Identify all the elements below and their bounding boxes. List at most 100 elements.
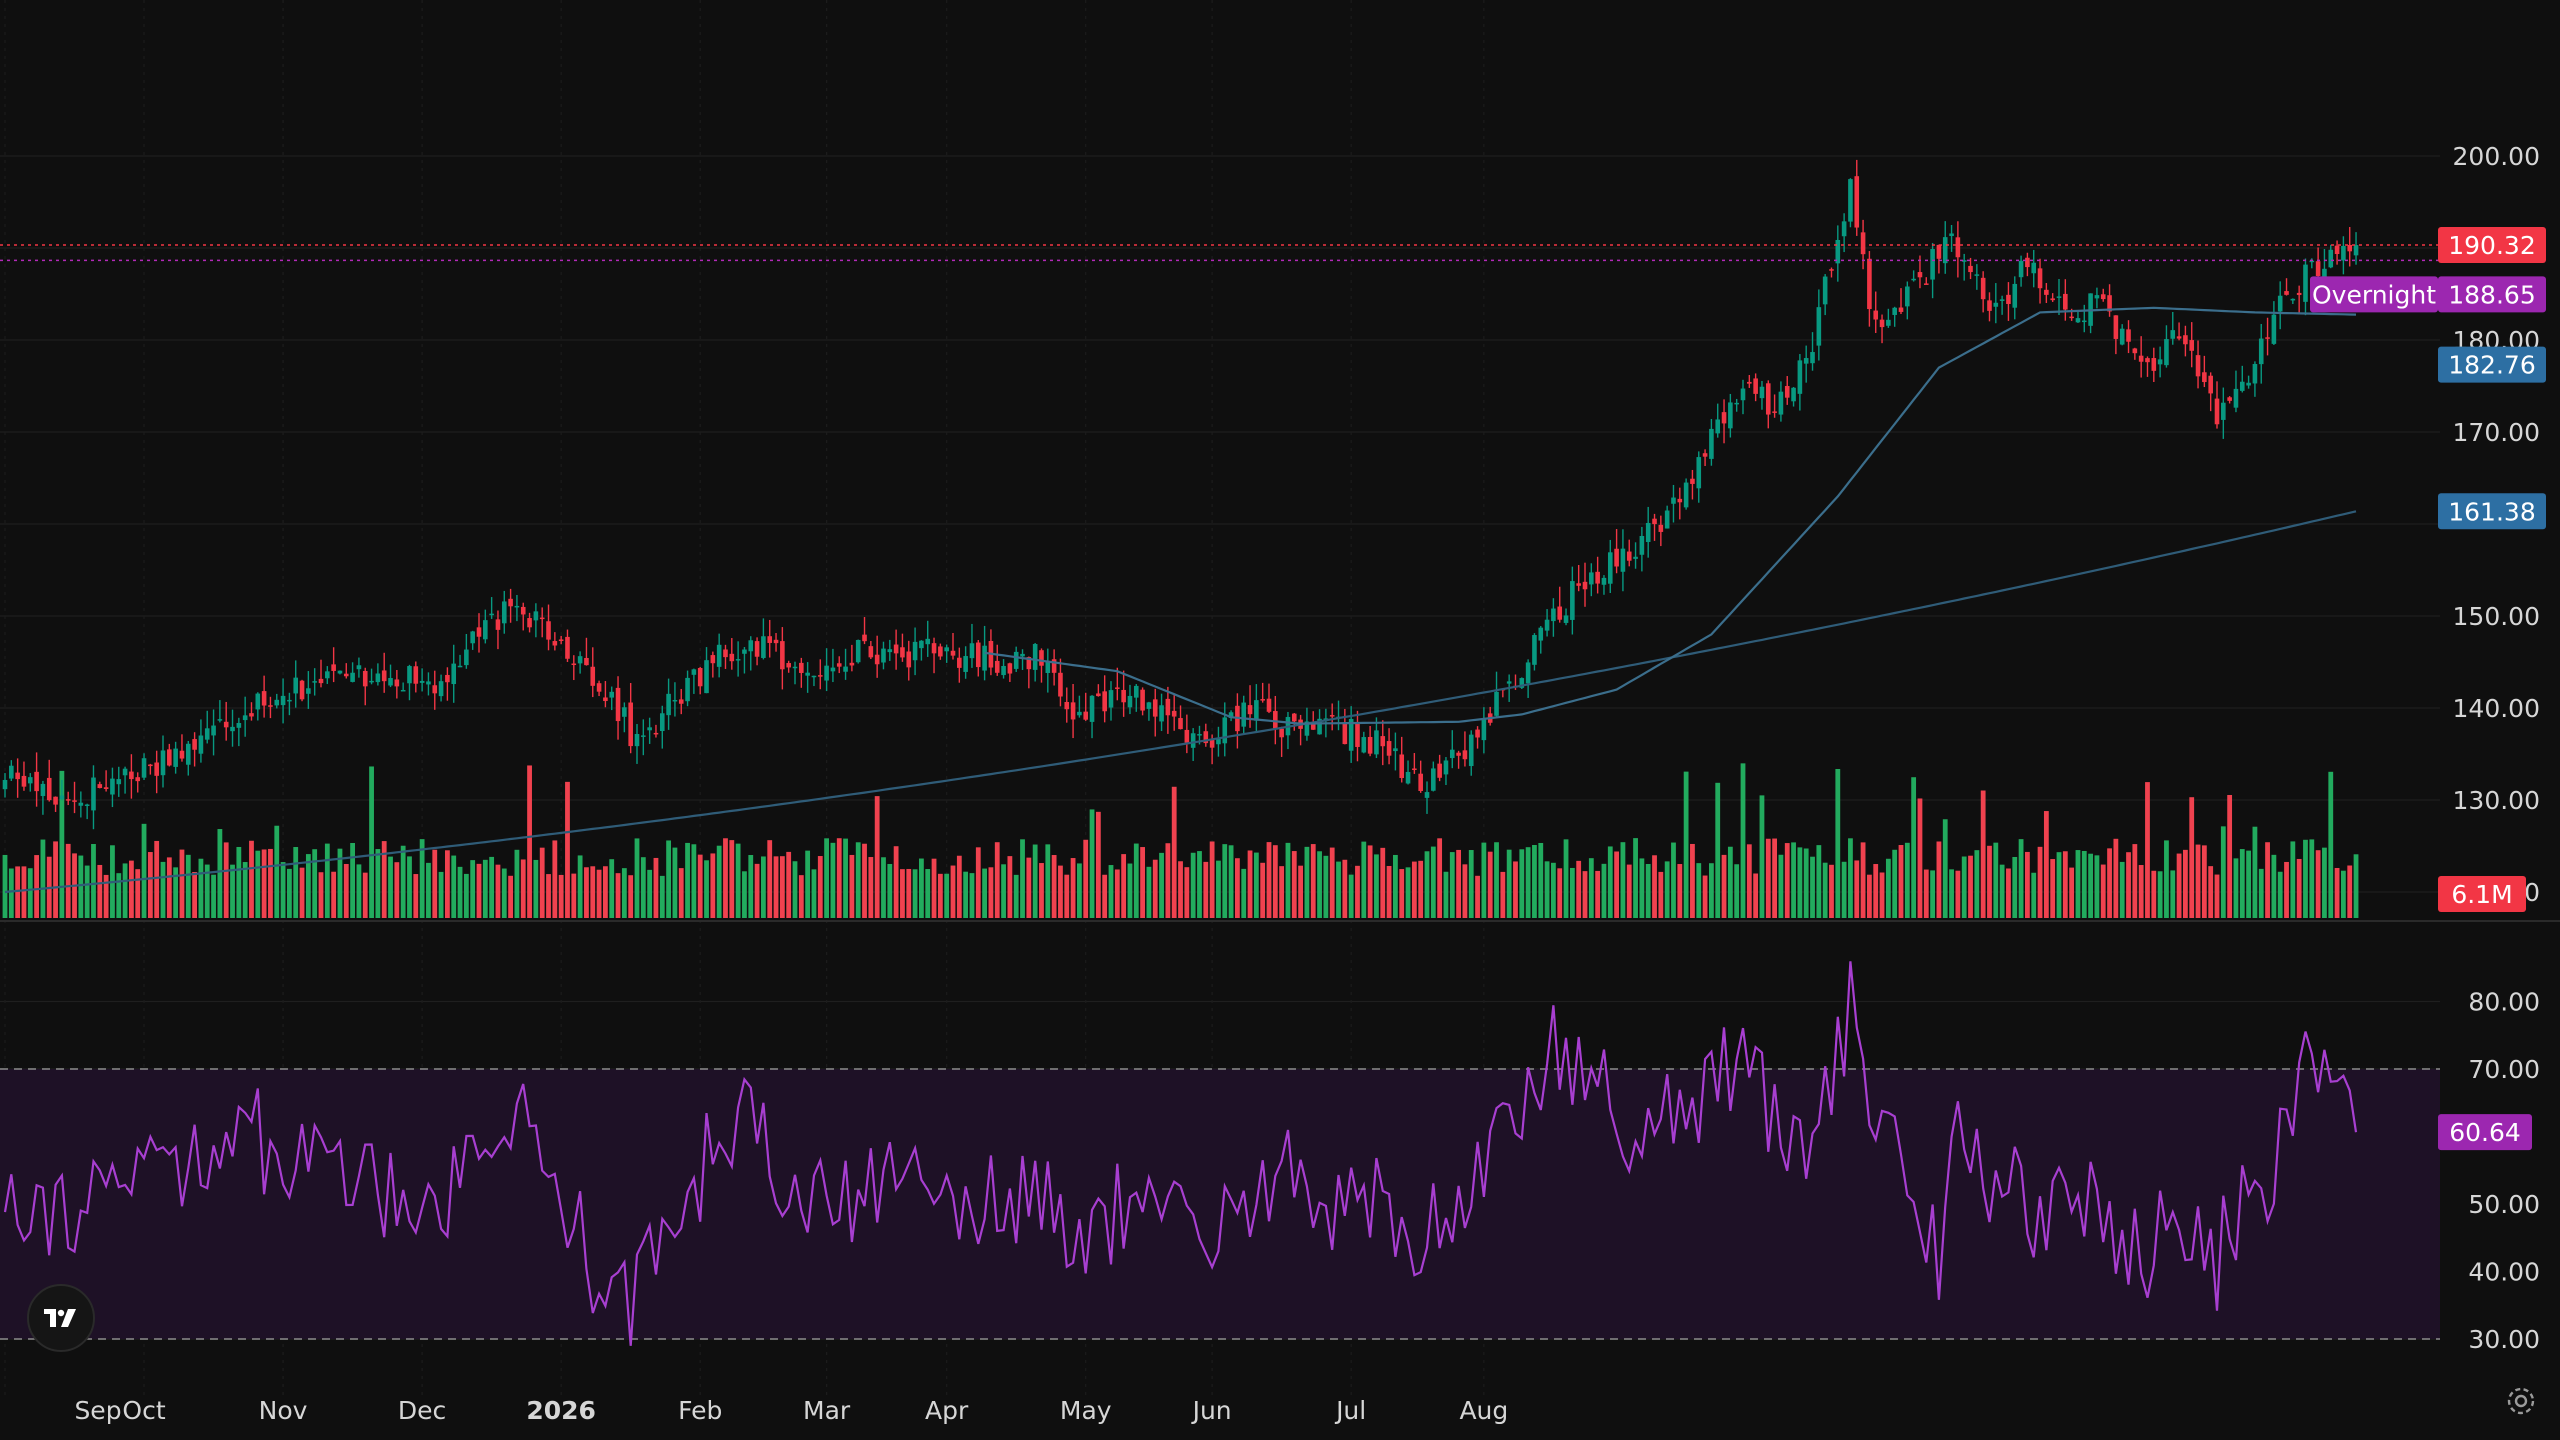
candle-body [641, 735, 646, 737]
candle-body [615, 687, 621, 722]
candle-body [1999, 299, 2005, 301]
candle-body [1721, 412, 1727, 424]
candle-body [1968, 265, 1973, 273]
price-tick-label: 150.00 [2453, 602, 2540, 631]
candle-body [15, 772, 20, 780]
candle-body [1879, 319, 1885, 328]
candle-body [849, 662, 855, 666]
candle-body [110, 778, 115, 795]
candle-body [1652, 518, 1657, 525]
volume-bar [1355, 865, 1360, 918]
candle-body [868, 646, 874, 658]
volume-bar [375, 849, 381, 918]
rsi-tick-label: 40.00 [2468, 1258, 2540, 1287]
volume-bar [2050, 859, 2056, 918]
candle-body [1923, 283, 1929, 285]
candle-body [1424, 792, 1430, 798]
candle-body [179, 750, 185, 759]
candle-body [2202, 372, 2207, 383]
candle-body [464, 649, 469, 666]
candle-body [1987, 300, 1992, 311]
volume-bar [34, 855, 39, 918]
candle-body [325, 671, 330, 679]
volume-bar [242, 862, 248, 918]
volume-bar [65, 843, 71, 918]
volume-bar [1336, 861, 1341, 918]
volume-bar [1841, 861, 1847, 918]
candle-body [2037, 268, 2043, 289]
candle-body [1254, 700, 1259, 721]
volume-bar [495, 864, 501, 918]
candle-body [773, 639, 779, 644]
time-tick-label: 2026 [526, 1396, 596, 1425]
volume-bar [963, 871, 969, 918]
volume-bar [1001, 864, 1006, 918]
candle-body [767, 636, 773, 643]
volume-bar [874, 796, 880, 918]
candle-body [2056, 296, 2062, 298]
candle-body [249, 713, 254, 717]
volume-bar [1898, 845, 1904, 918]
candle-body [97, 784, 103, 789]
candle-body [27, 777, 33, 784]
volume-bar [78, 855, 84, 918]
candle-body [685, 677, 690, 702]
candle-body [1266, 698, 1272, 712]
volume-bar [2334, 867, 2340, 918]
volume-bar [2037, 846, 2043, 918]
candle-body [476, 627, 482, 637]
volume-bar [1083, 839, 1089, 918]
volume-bar [2214, 874, 2220, 918]
candle-body [268, 705, 273, 707]
candle-body [647, 727, 652, 731]
volume-bar [407, 856, 412, 918]
rsi-tick-label: 50.00 [2468, 1190, 2540, 1219]
volume-bar [312, 849, 318, 918]
candle-body [1096, 693, 1101, 697]
tradingview-logo-icon[interactable] [27, 1284, 95, 1352]
candle-body [438, 681, 444, 697]
candle-body [761, 636, 766, 658]
volume-bar [1601, 863, 1607, 918]
volume-bar [1197, 851, 1202, 918]
candle-body [1247, 705, 1253, 715]
candle-body [1671, 497, 1676, 504]
candle-body [1905, 286, 1910, 307]
volume-bar [1904, 842, 1910, 918]
candle-body [1133, 685, 1139, 698]
volume-bar [742, 871, 747, 918]
volume-bar [1095, 811, 1101, 918]
volume-bar [1854, 860, 1860, 918]
volume-bar [2176, 853, 2182, 918]
volume-bar [2069, 867, 2075, 918]
volume-bar [1848, 838, 1853, 918]
volume-bar [1424, 851, 1430, 918]
volume-bar [1626, 864, 1632, 918]
volume-bar [1999, 864, 2005, 918]
volume-bar [729, 840, 735, 918]
volume-bar [1917, 798, 1923, 918]
volume-bar [1304, 846, 1310, 918]
candle-body [1639, 535, 1645, 555]
candle-body [2069, 316, 2074, 319]
candle-body [495, 619, 501, 630]
candle-body [1949, 233, 1954, 237]
time-axis[interactable]: Sep Oct Nov Dec 2026 Feb Mar Apr May Jun Jul Aug [74, 1396, 1508, 1425]
volume-bar [1058, 865, 1063, 918]
candle-body [1418, 773, 1423, 791]
volume-bar [1506, 849, 1512, 918]
rsi-axis[interactable]: 80.00 70.00 50.00 40.00 30.00 [2468, 988, 2540, 1355]
volume-bar [166, 857, 172, 918]
candle-body [2252, 364, 2258, 384]
settings-gear-icon[interactable] [2504, 1384, 2538, 1418]
candle-body [2208, 375, 2213, 394]
candle-body [2138, 355, 2144, 362]
volume-bar [1595, 870, 1601, 918]
candle-body [470, 631, 475, 644]
volume-bar [476, 863, 482, 918]
volume-bar [362, 872, 368, 918]
volume-bar [577, 855, 583, 918]
candle-body [306, 688, 311, 694]
candle-body [520, 606, 526, 615]
